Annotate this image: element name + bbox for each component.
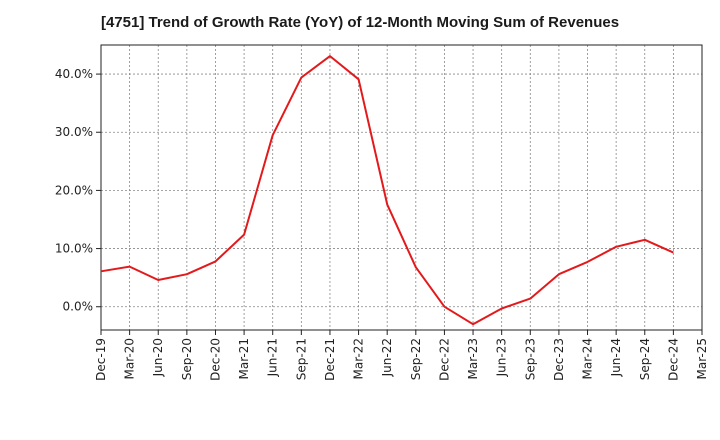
series-line — [100, 55, 674, 326]
x-tick-label: Mar-20 — [123, 338, 137, 379]
x-axis: Dec-19 Mar-20 Jun-20 Sep-20 Dec-20 Mar-21 Jun-… — [94, 330, 709, 381]
x-tick-label: Jun-21 — [266, 338, 280, 377]
x-tick-label: Dec-20 — [208, 338, 222, 381]
x-tick-label: Dec-19 — [94, 338, 108, 381]
x-tick-label: Jun-24 — [609, 338, 623, 377]
x-tick-label: Sep-21 — [294, 338, 308, 380]
x-tick-label: Mar-21 — [237, 338, 251, 379]
x-tick-label: Dec-24 — [666, 338, 680, 381]
series-layer — [100, 55, 674, 326]
x-tick-label: Sep-20 — [180, 338, 194, 380]
y-tick-label: 0.0% — [63, 300, 94, 314]
x-tick-label: Mar-22 — [352, 338, 366, 379]
x-tick-label: Jun-22 — [380, 338, 394, 377]
chart-title: [4751] Trend of Growth Rate (YoY) of 12-… — [100, 14, 620, 31]
x-tick-label: Mar-24 — [581, 338, 595, 379]
x-tick-label: Dec-22 — [437, 338, 451, 381]
y-tick-label: 40.0% — [55, 67, 93, 81]
x-tick-label: Mar-23 — [466, 338, 480, 379]
x-tick-label: Dec-23 — [552, 338, 566, 381]
x-tick-label: Sep-24 — [638, 338, 652, 380]
x-tick-label: Dec-21 — [323, 338, 337, 381]
y-tick-label: 10.0% — [55, 242, 93, 256]
x-tick-label: Jun-20 — [151, 338, 165, 377]
plot-frame — [100, 44, 703, 331]
x-tick-label: Sep-23 — [523, 338, 537, 380]
x-tick-label: Sep-22 — [409, 338, 423, 380]
y-axis: 0.0% 10.0% 20.0% 30.0% 40.0% — [55, 67, 101, 314]
y-tick-label: 20.0% — [55, 183, 93, 197]
x-tick-label: Mar-25 — [695, 338, 709, 379]
x-tick-label: Jun-23 — [495, 338, 509, 377]
y-tick-label: 30.0% — [55, 125, 93, 139]
grid-lines — [101, 45, 702, 330]
